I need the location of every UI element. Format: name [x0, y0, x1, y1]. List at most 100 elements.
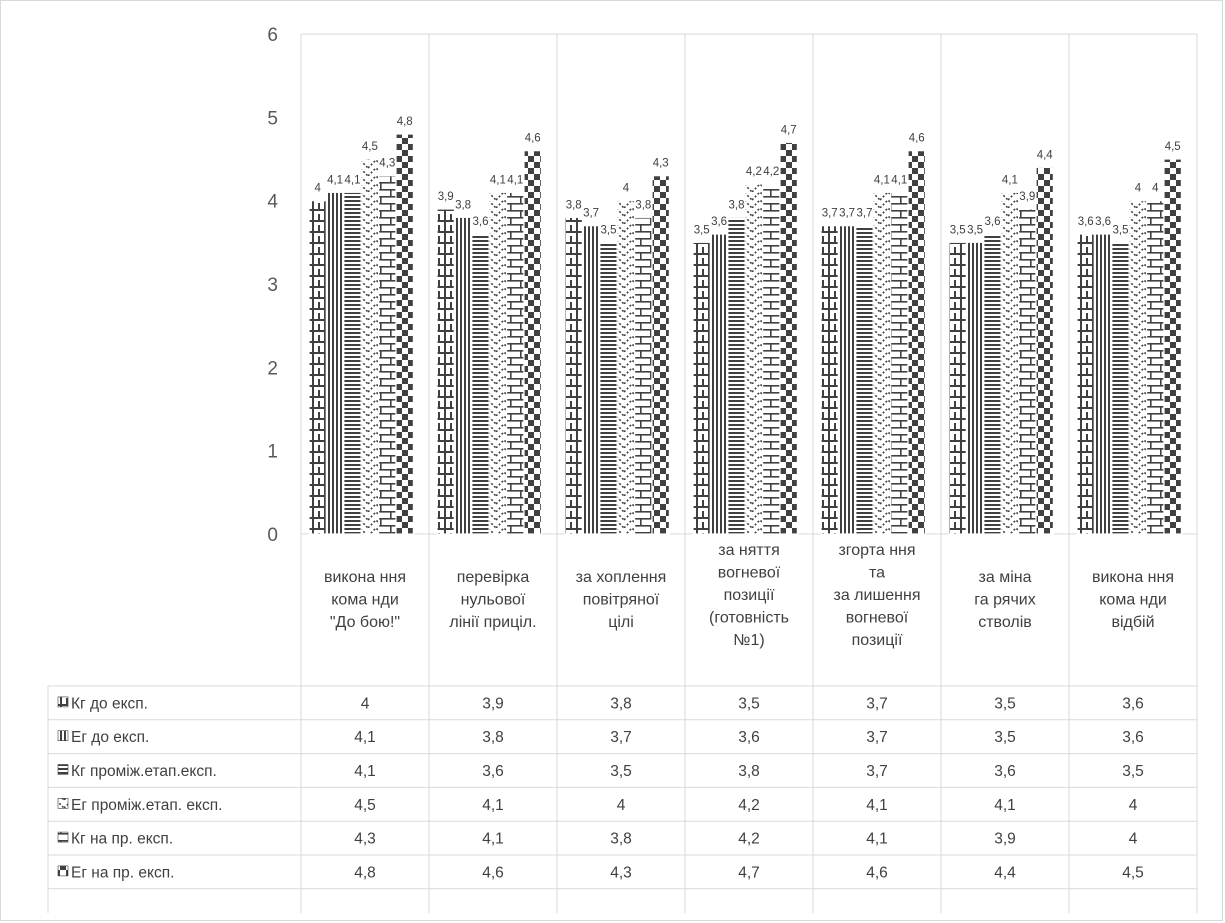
legend-key: [57, 764, 69, 775]
bar: [779, 141, 798, 535]
bar: [744, 183, 764, 535]
table-cell: 3,5: [738, 695, 760, 712]
legend-label: Ег до експ.: [71, 729, 149, 746]
table-cell: 4,8: [354, 864, 376, 881]
bar: [360, 158, 380, 535]
table-cell: 4,1: [354, 729, 376, 746]
legend-label: Ег проміж.етап. експ.: [71, 797, 222, 814]
bar: [872, 191, 892, 535]
category-label: вогневої: [846, 610, 909, 627]
data-label: 3,7: [857, 208, 873, 220]
table-cell: 4,1: [866, 831, 888, 848]
data-label: 4,1: [891, 174, 907, 186]
bar: [581, 225, 601, 535]
table-cell: 3,9: [994, 831, 1016, 848]
bar: [488, 191, 508, 535]
data-label: 3,6: [1078, 216, 1094, 228]
bar: [1145, 200, 1165, 535]
category-label: нульової: [461, 592, 526, 609]
y-tick-label: 0: [267, 525, 278, 546]
legend-key: [57, 730, 69, 742]
table-cell: 4,1: [482, 831, 504, 848]
table-cell: 3,6: [482, 763, 504, 780]
category-label: кома нди: [1099, 592, 1167, 609]
table-cell: 3,6: [738, 729, 760, 746]
bar: [983, 233, 1002, 535]
bar: [820, 225, 839, 535]
category-label: позиції: [724, 587, 775, 604]
category-label: "До бою!": [330, 614, 400, 631]
legend-label: Кг до експ.: [71, 695, 148, 712]
table-cell: 4,1: [866, 797, 888, 814]
bar: [1035, 166, 1054, 535]
bar: [889, 191, 909, 535]
category-label: викона ння: [1092, 569, 1174, 586]
category-label: (готовність: [709, 610, 789, 627]
y-tick-label: 2: [267, 358, 278, 379]
data-label: 4,8: [397, 116, 413, 128]
data-label: 3,5: [601, 224, 617, 236]
data-label: 4,1: [327, 174, 343, 186]
data-label: 3,7: [839, 208, 855, 220]
table-cell: 3,6: [1122, 695, 1144, 712]
bar: [343, 191, 362, 535]
bar: [907, 150, 926, 535]
data-label: 4: [623, 183, 630, 195]
table-cell: 3,8: [610, 831, 632, 848]
legend-key: [57, 831, 69, 843]
data-label: 3,5: [950, 224, 966, 236]
data-label: 4,2: [763, 166, 779, 178]
table-cell: 3,9: [482, 695, 504, 712]
data-label: 3,6: [711, 216, 727, 228]
data-labels: 43,93,83,53,73,53,64,13,83,73,63,73,53,6…: [314, 116, 1180, 236]
table-cell: 4,5: [354, 797, 376, 814]
table-cell: 4,6: [482, 864, 504, 881]
table-cell: 4,6: [866, 864, 888, 881]
bar: [506, 191, 525, 535]
table-cell: 4,5: [1122, 864, 1144, 881]
data-label: 4,7: [781, 124, 797, 136]
data-label: 4,1: [490, 174, 506, 186]
table-cell: 4,7: [738, 864, 760, 881]
bar: [453, 216, 473, 535]
category-label: позиції: [852, 632, 903, 649]
legend-key: [57, 696, 69, 708]
table-cell: 4: [361, 695, 370, 712]
table-cell: 3,8: [482, 729, 504, 746]
data-label: 4,1: [1002, 174, 1018, 186]
category-label: га рячих: [974, 592, 1035, 609]
data-label: 3,9: [438, 191, 454, 203]
bar: [692, 241, 711, 535]
table-cell: 3,7: [610, 729, 632, 746]
data-label: 4,6: [909, 133, 925, 145]
y-tick-label: 1: [267, 442, 278, 463]
bar: [761, 183, 781, 535]
legend-label: Кг на пр. експ.: [71, 831, 173, 848]
bar: [1111, 241, 1130, 535]
bar: [1000, 191, 1020, 535]
data-label: 4,3: [653, 158, 669, 170]
table-cell: 3,6: [994, 763, 1016, 780]
bar: [709, 233, 729, 535]
data-label: 3,5: [694, 224, 710, 236]
table-cell: 3,5: [994, 695, 1016, 712]
y-tick-label: 3: [267, 275, 278, 296]
data-label: 3,5: [967, 224, 983, 236]
bar: [1076, 233, 1095, 535]
category-label: за міна: [979, 569, 1032, 586]
table-cell: 4: [1129, 831, 1138, 848]
data-label: 4: [1135, 183, 1142, 195]
table-cell: 3,7: [866, 695, 888, 712]
bar: [564, 216, 583, 535]
data-label: 3,8: [566, 199, 582, 211]
bar: [616, 200, 636, 535]
table-cell: 4: [617, 797, 626, 814]
category-label: цілі: [608, 614, 634, 631]
bar: [965, 241, 985, 535]
legend-label: Кг проміж.етап.експ.: [71, 763, 217, 780]
table-cell: 3,8: [738, 763, 760, 780]
y-tick-label: 4: [267, 192, 278, 213]
category-label: згорта ння: [838, 542, 915, 559]
